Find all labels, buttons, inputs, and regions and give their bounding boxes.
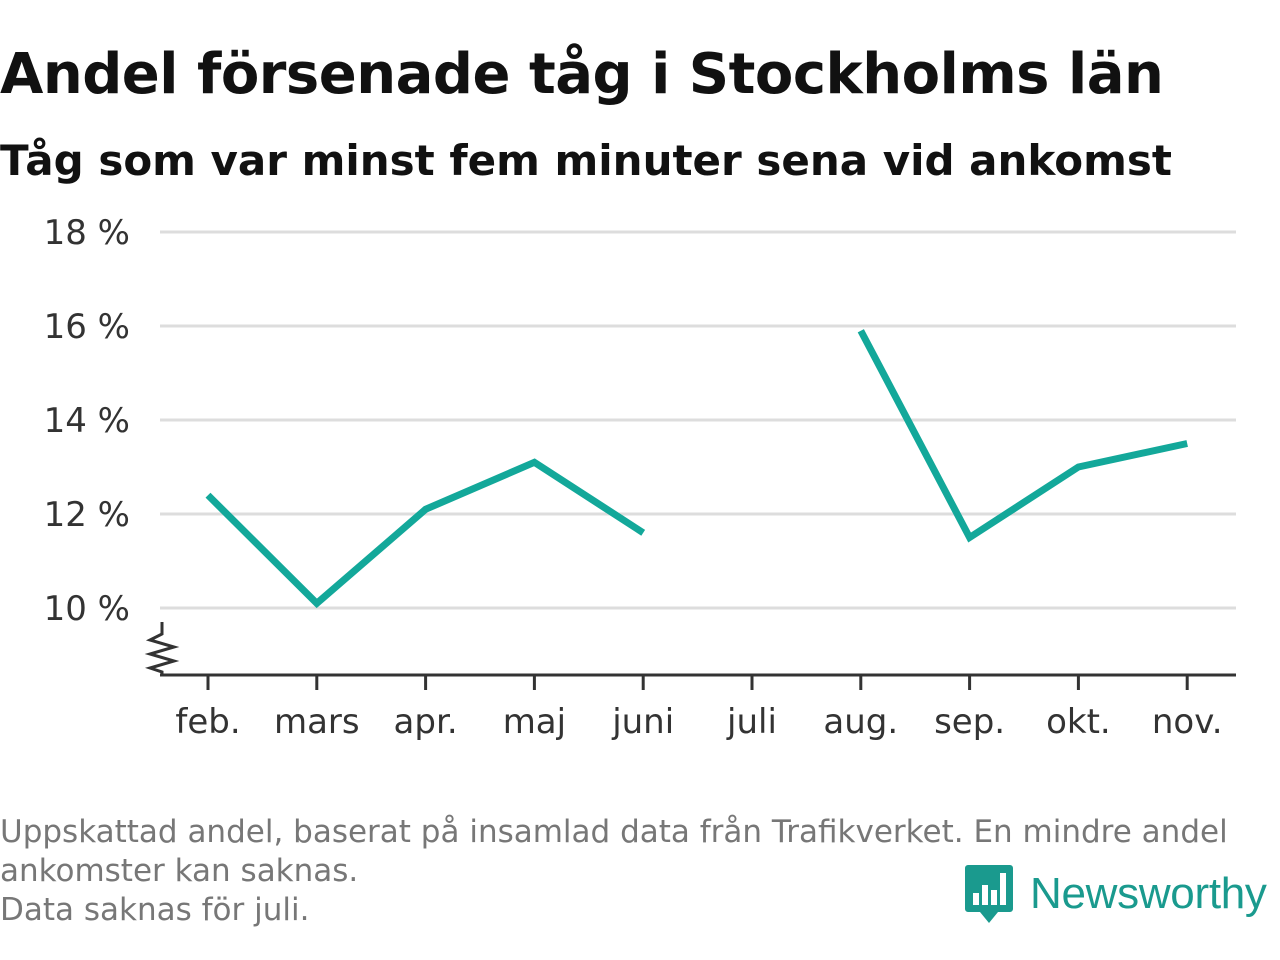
footer-note-line: ankomster kan saknas. <box>0 853 359 889</box>
chart-title: Andel försenade tåg i Stockholms län <box>0 42 1164 107</box>
x-tick-label: sep. <box>934 702 1005 742</box>
series-line <box>857 329 1188 543</box>
x-tick-label: juli <box>726 702 777 742</box>
footer-note: Uppskattad andel, baserat på insamlad da… <box>0 813 1270 930</box>
x-tick-label: mars <box>274 702 360 742</box>
y-tick-label: 12 % <box>44 495 130 535</box>
brand-logo: Newsworthy <box>964 862 1267 926</box>
y-tick-label: 14 % <box>44 401 130 441</box>
x-tick-label: maj <box>503 702 566 742</box>
y-tick-label: 10 % <box>44 589 130 629</box>
x-tick-label: okt. <box>1046 702 1111 742</box>
brand-name: Newsworthy <box>1030 869 1267 918</box>
line-chart: 10 % 12 % 14 % 16 % 18 % feb. mars apr. maj juni j… <box>44 213 1236 742</box>
x-tick-label: apr. <box>394 702 458 742</box>
x-tick-label: juni <box>611 702 674 742</box>
footer-note-line: Data saknas för juli. <box>0 892 310 928</box>
chart-subtitle: Tåg som var minst fem minuter sena vid a… <box>0 136 1172 185</box>
footer-note-line: Uppskattad andel, baserat på insamlad da… <box>0 814 1228 850</box>
y-tick-label: 18 % <box>44 213 130 253</box>
axis-break-marker <box>144 622 180 675</box>
series-line <box>205 458 646 609</box>
newsworthy-logo-icon <box>965 865 1013 923</box>
y-tick-label: 16 % <box>44 307 130 347</box>
x-tick-label: feb. <box>175 702 240 742</box>
x-tick-label: nov. <box>1152 702 1223 742</box>
x-tick-label: aug. <box>823 702 898 742</box>
